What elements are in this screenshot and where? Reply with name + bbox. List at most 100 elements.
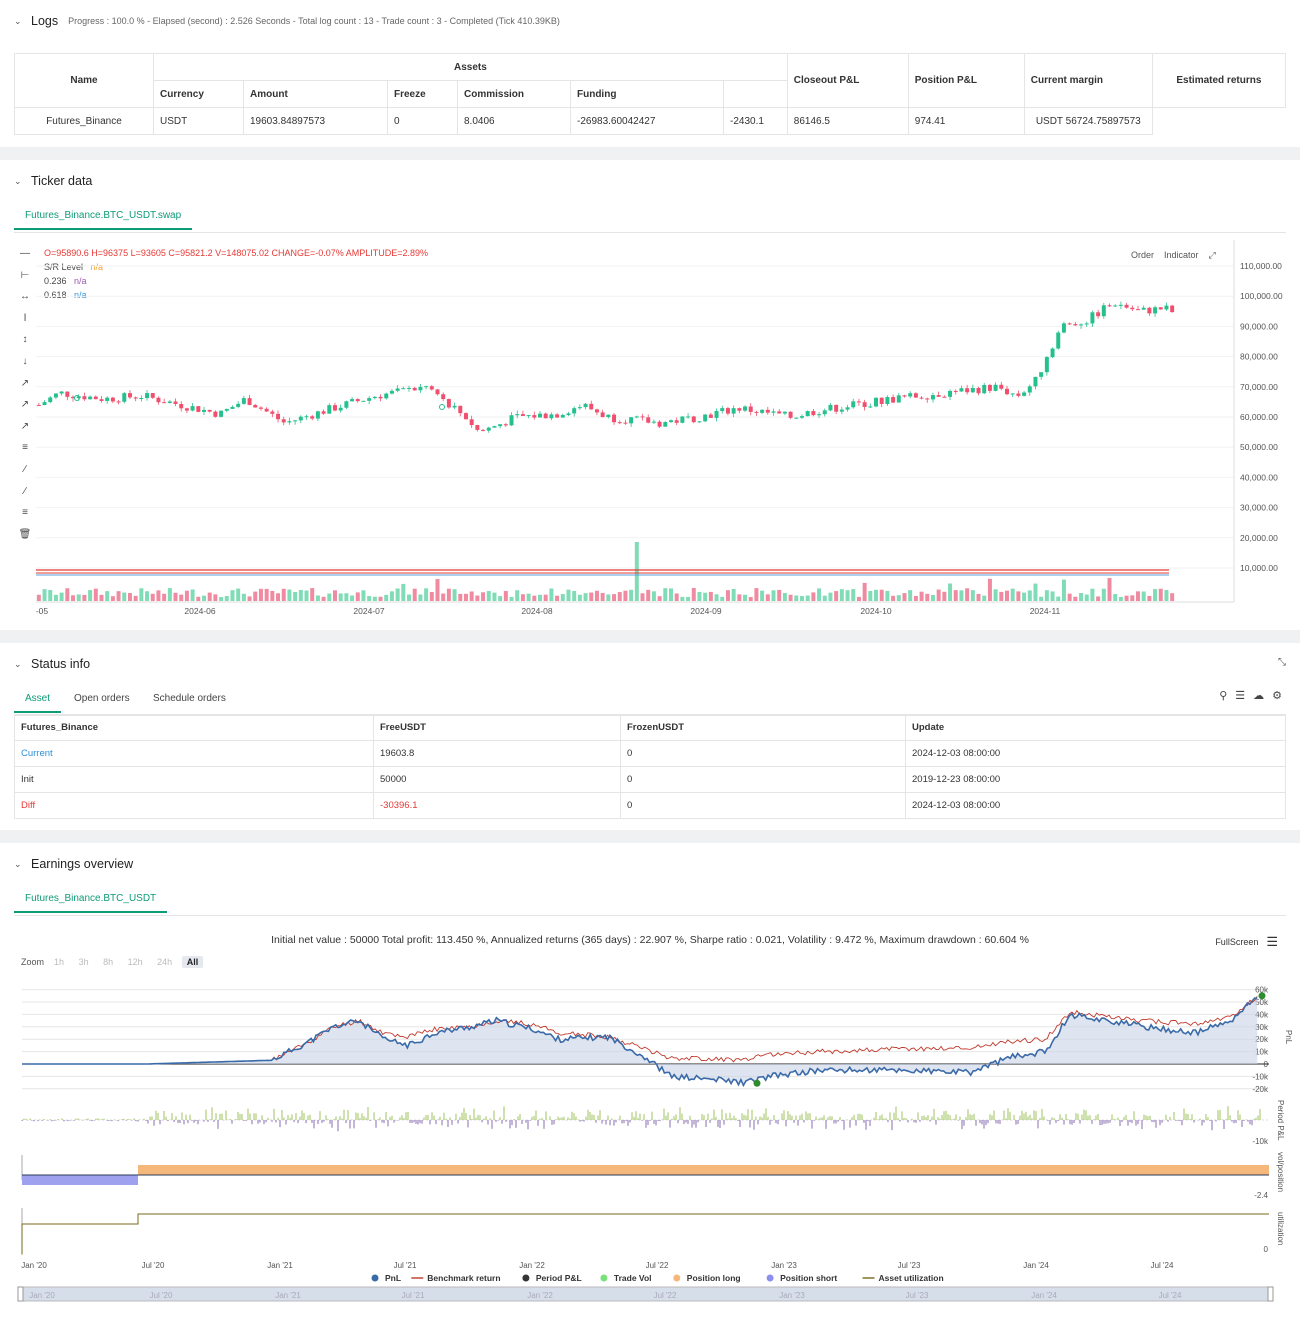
axis-label-period: Period P&L: [1276, 1100, 1285, 1141]
candle: [486, 427, 491, 431]
legend-label: S/R Level: [44, 262, 84, 272]
tab-ticker-symbol[interactable]: Futures_Binance.BTC_USDT.swap: [14, 202, 193, 230]
vertical-ray-icon[interactable]: ↓: [22, 355, 28, 367]
zoom-8h[interactable]: 8h: [103, 957, 114, 967]
volume-bar: [976, 593, 981, 601]
volume-bar: [697, 591, 702, 601]
legend-label: PnL: [385, 1273, 401, 1283]
divider: [14, 915, 1286, 916]
volume-bar: [896, 595, 901, 601]
ticker-header[interactable]: ⌄ Ticker data: [14, 174, 92, 188]
cloud-upload-icon[interactable]: ☁: [1253, 690, 1265, 702]
volume-bar: [196, 596, 201, 601]
vertical-segment-icon[interactable]: ↕: [22, 334, 28, 346]
candle: [139, 398, 144, 400]
tab-schedule-orders[interactable]: Schedule orders: [153, 693, 226, 704]
tab-earnings-symbol[interactable]: Futures_Binance.BTC_USDT: [14, 885, 168, 913]
zoom-12h[interactable]: 12h: [127, 957, 143, 967]
x-tick-label: Jan '21: [267, 1261, 293, 1270]
earnings-header[interactable]: ⌄ Earnings overview: [14, 857, 133, 871]
chevron-down-icon[interactable]: ⌄: [14, 175, 22, 186]
collapse-icon[interactable]: ⤡: [1278, 657, 1286, 668]
horizontal-line-icon[interactable]: —: [20, 248, 30, 259]
zoom-1h[interactable]: 1h: [54, 957, 65, 967]
volume-bar: [1039, 596, 1044, 601]
parallel-channel-icon[interactable]: ∕: [24, 463, 26, 475]
horizontal-segment-icon[interactable]: ↔: [20, 291, 30, 303]
expand-icon[interactable]: ⤢: [1208, 250, 1216, 260]
earnings-chart[interactable]: 60k 50k 40k 30k 20k 10k 0 -10k -20k PnL -10k Period…: [0, 980, 1300, 1323]
volume-bar: [1044, 590, 1049, 601]
x-tick-label: Jul '21: [394, 1261, 417, 1270]
volume-bar: [463, 593, 468, 601]
price-line-icon[interactable]: ≡: [22, 442, 28, 454]
trash-icon[interactable]: 🗑: [18, 528, 32, 540]
volume-bar: [891, 595, 896, 601]
volume-bar: [839, 589, 844, 601]
candle: [674, 420, 679, 423]
table-row: Current 19603.8 0 2024-12-03 08:00:00: [14, 740, 1286, 767]
navigator-tick: Jul '21: [402, 1291, 425, 1300]
trend-line-icon[interactable]: ↗: [20, 377, 30, 389]
indicator-button[interactable]: Indicator: [1164, 250, 1199, 260]
chevron-down-icon[interactable]: ⌄: [14, 15, 22, 26]
candle: [885, 397, 890, 404]
logs-header[interactable]: ⌄ Logs Progress : 100.0 % - Elapsed (sec…: [14, 14, 560, 28]
zoom-24h[interactable]: 24h: [157, 957, 173, 967]
list-icon[interactable]: ☰: [1235, 690, 1246, 702]
order-button[interactable]: Order: [1131, 250, 1155, 260]
candle: [287, 421, 292, 423]
volume-bar: [822, 595, 827, 601]
chevron-down-icon[interactable]: ⌄: [14, 858, 22, 869]
volume-bar: [116, 591, 121, 601]
navigator-tick: Jan '23: [779, 1291, 805, 1300]
volume-bar: [805, 595, 810, 601]
volume-bar: [219, 596, 224, 601]
volume-bar: [1061, 579, 1066, 601]
volume-bar: [543, 594, 548, 601]
candle: [167, 401, 172, 404]
vertical-line-icon[interactable]: ǀ: [23, 312, 27, 324]
fullscreen-control[interactable]: FullScreen ☰: [1215, 934, 1278, 950]
candle: [150, 393, 155, 398]
volume-bar: [674, 593, 679, 601]
volume-bar: [771, 590, 776, 601]
horizontal-ray-icon[interactable]: ⊢: [20, 269, 30, 281]
volume-bar: [560, 594, 565, 601]
gear-icon[interactable]: ⚙: [1272, 690, 1282, 702]
candle: [538, 413, 543, 418]
status-header[interactable]: ⌄ Status info: [14, 657, 90, 671]
candlestick-chart[interactable]: 110,000.00 100,000.00 90,000.00 80,000.00 70…: [0, 240, 1300, 625]
legend-marker: [522, 1274, 530, 1282]
zoom-3h[interactable]: 3h: [78, 957, 89, 967]
search-icon[interactable]: ⚲: [1219, 690, 1228, 702]
candle: [327, 405, 332, 414]
volume-bar: [646, 589, 651, 601]
volume-bar: [179, 594, 184, 601]
tab-asset[interactable]: Asset: [14, 685, 62, 713]
volume-bar: [71, 595, 76, 601]
arrow-line-icon[interactable]: ↗: [20, 420, 30, 432]
fib-retracement-icon[interactable]: ≡: [22, 507, 28, 519]
fullscreen-button[interactable]: FullScreen: [1215, 937, 1259, 947]
fib-channel-icon[interactable]: ∕: [24, 485, 26, 497]
candle: [594, 409, 599, 413]
candle: [959, 388, 964, 392]
candle: [42, 402, 47, 406]
volume-bar: [372, 596, 377, 601]
volume-bar: [868, 591, 873, 601]
candle: [908, 393, 913, 397]
candle: [1170, 305, 1175, 313]
row-label[interactable]: Current: [14, 740, 374, 767]
zoom-all[interactable]: All: [181, 956, 204, 968]
ray-line-icon[interactable]: ↗: [20, 399, 30, 411]
chevron-down-icon[interactable]: ⌄: [14, 658, 22, 669]
candle: [1061, 323, 1066, 333]
menu-icon[interactable]: ☰: [1266, 934, 1278, 949]
col-name: Name: [14, 53, 154, 108]
volume-bar: [105, 591, 110, 601]
tab-open-orders[interactable]: Open orders: [74, 693, 130, 704]
candle: [338, 407, 343, 411]
candle: [686, 416, 691, 418]
volume-bar: [93, 588, 98, 601]
